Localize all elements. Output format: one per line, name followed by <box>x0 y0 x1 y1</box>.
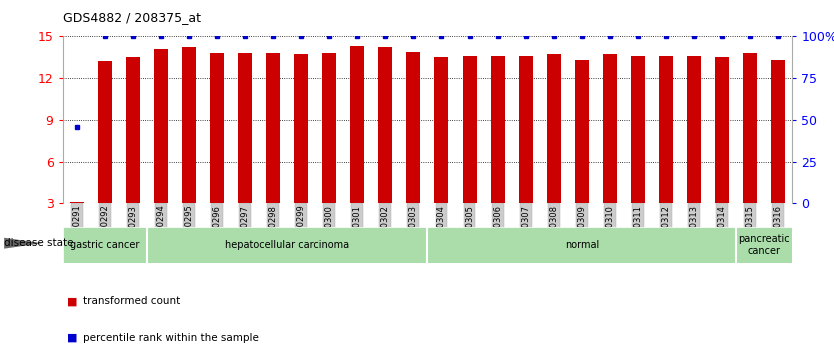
Text: disease state: disease state <box>4 238 73 248</box>
Bar <box>631 56 645 203</box>
Bar <box>379 48 392 203</box>
Bar <box>547 54 560 203</box>
FancyBboxPatch shape <box>63 227 147 263</box>
Bar <box>266 53 280 203</box>
Bar <box>519 56 533 203</box>
Text: ■: ■ <box>67 333 78 343</box>
Text: transformed count: transformed count <box>83 296 181 306</box>
Bar <box>210 53 224 203</box>
Bar <box>603 54 617 203</box>
FancyBboxPatch shape <box>428 227 736 263</box>
Bar <box>575 60 589 203</box>
Text: GDS4882 / 208375_at: GDS4882 / 208375_at <box>63 11 200 24</box>
Bar <box>322 53 336 203</box>
Bar <box>743 53 757 203</box>
FancyBboxPatch shape <box>736 227 792 263</box>
Bar <box>435 57 449 203</box>
Bar <box>182 48 196 203</box>
Text: normal: normal <box>565 240 599 250</box>
Bar <box>350 46 364 203</box>
Bar <box>294 54 308 203</box>
Bar <box>490 56 505 203</box>
Bar <box>98 61 112 203</box>
Bar <box>69 202 83 203</box>
Polygon shape <box>4 238 42 249</box>
Bar <box>715 57 729 203</box>
Text: hepatocellular carcinoma: hepatocellular carcinoma <box>225 240 349 250</box>
FancyBboxPatch shape <box>147 227 428 263</box>
Bar <box>687 56 701 203</box>
Bar <box>771 60 786 203</box>
Bar <box>659 56 673 203</box>
Bar <box>463 56 476 203</box>
Bar <box>238 53 252 203</box>
Text: pancreatic
cancer: pancreatic cancer <box>738 234 790 256</box>
Bar <box>406 52 420 203</box>
Bar <box>126 57 140 203</box>
Text: ■: ■ <box>67 296 78 306</box>
Text: percentile rank within the sample: percentile rank within the sample <box>83 333 259 343</box>
Text: gastric cancer: gastric cancer <box>70 240 139 250</box>
Bar <box>153 49 168 203</box>
